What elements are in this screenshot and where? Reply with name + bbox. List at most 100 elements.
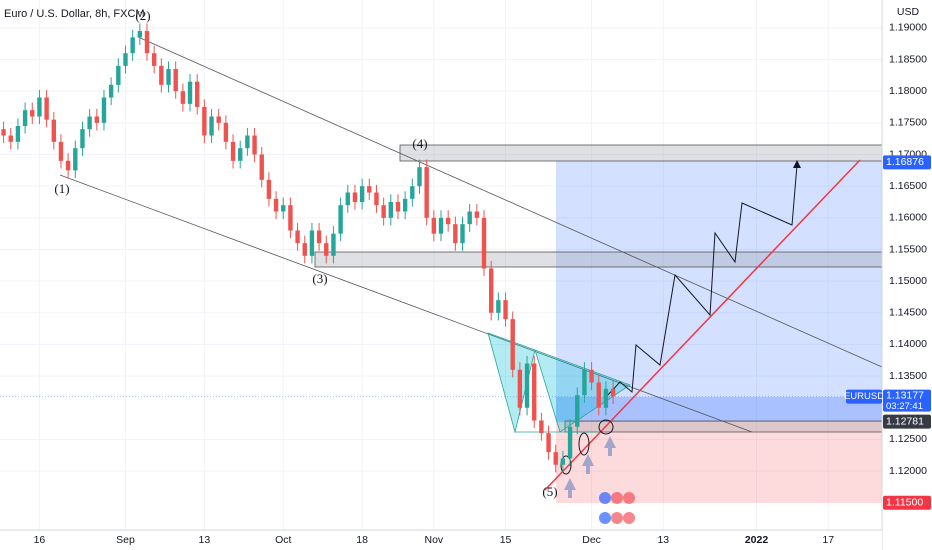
candle-body [560, 458, 566, 465]
current-price-bg [883, 389, 931, 412]
drawings [59, 36, 883, 524]
y-tick-label: 1.18000 [889, 85, 927, 97]
candle-body [316, 230, 322, 244]
candle-body [87, 116, 92, 130]
candle-body [15, 126, 21, 142]
candle-body [94, 116, 100, 123]
candle-body [180, 91, 186, 104]
candle-body [575, 395, 580, 427]
candle-body [295, 230, 300, 244]
candle-body [488, 268, 494, 313]
candle-body [44, 97, 49, 120]
arrow-up [582, 454, 594, 474]
arrow-head [793, 160, 801, 168]
open-profit-zone [556, 397, 882, 422]
candle-body [553, 452, 558, 465]
annotation: (5) [542, 484, 557, 499]
candle-body [266, 179, 272, 199]
annotation: (2) [135, 8, 150, 23]
candle-body [51, 119, 56, 142]
x-tick-label: 2022 [745, 534, 769, 546]
y-tick-label: 1.16500 [889, 180, 927, 192]
annotation: (4) [412, 136, 427, 151]
candle-body [151, 53, 157, 66]
candle-body [524, 363, 530, 408]
candle-body [453, 224, 458, 244]
candle-body [73, 148, 78, 171]
x-tick-label: 17 [822, 534, 834, 546]
x-tick-label: 13 [199, 534, 211, 546]
target-zone [556, 161, 882, 422]
chart-title: Euro / U.S. Dollar, 8h, FXCM [4, 8, 145, 20]
time-axis-panel [0, 530, 882, 550]
candle-body [30, 110, 35, 117]
candle-body [496, 300, 501, 313]
annotation: (3) [312, 271, 327, 286]
candle-body [503, 300, 508, 320]
candle-body [252, 135, 257, 155]
candle-body [309, 230, 315, 256]
candle-body [273, 198, 279, 212]
y-tick-label: 1.14500 [889, 307, 927, 319]
price-axis-panel [882, 0, 932, 550]
candle-body [445, 217, 451, 225]
x-tick-label: Nov [424, 534, 443, 546]
price-label-bg [883, 414, 931, 429]
candle-body [22, 110, 28, 127]
candle-body [546, 433, 551, 453]
candle-body [352, 192, 358, 202]
price-label-bg [883, 155, 931, 170]
candle-body [596, 382, 601, 408]
highlight-ellipse [598, 419, 614, 435]
annotation: (1) [54, 181, 69, 196]
x-tick-label: 18 [356, 534, 368, 546]
price-label-bg [883, 495, 931, 510]
stop-zone [556, 422, 882, 503]
x-tick-label: 16 [34, 534, 46, 546]
candle-body [101, 97, 107, 123]
candle-body [281, 205, 286, 212]
candle-body [374, 192, 379, 206]
candle-body [402, 198, 408, 212]
candle-body [438, 217, 444, 234]
candle-body [510, 319, 515, 370]
candle-body [166, 69, 171, 85]
candle-body [8, 135, 13, 142]
candle-body [582, 369, 587, 396]
candle-body [216, 116, 221, 123]
x-tick-label: Oct [275, 534, 291, 546]
candle-body [431, 217, 437, 234]
candle-body [80, 129, 85, 149]
candle-body [460, 224, 465, 244]
candle-body [123, 53, 128, 66]
candle-body [173, 69, 178, 92]
channel-line [59, 174, 753, 433]
resistance-box [314, 251, 883, 268]
candle-body [144, 31, 150, 54]
candle-body [467, 211, 472, 225]
candle-body [589, 369, 594, 383]
y-tick-label: 1.15500 [889, 243, 927, 255]
candle-body [517, 369, 523, 408]
y-tick-label: 1.18500 [889, 53, 927, 65]
candle-body [381, 205, 386, 218]
candle-body [137, 31, 143, 38]
candle-body [1, 129, 6, 136]
candle-body [302, 243, 307, 256]
y-tick-label: 1.16000 [889, 212, 927, 224]
candle-body [37, 97, 42, 117]
candle-body [108, 84, 114, 98]
y-tick-label: 1.13500 [889, 370, 927, 382]
candle-body [324, 243, 329, 256]
candle-body [65, 160, 71, 171]
x-tick-label: Dec [582, 534, 601, 546]
price-label: 1.12781 [886, 415, 924, 427]
candle-body [209, 116, 214, 136]
candle-body [424, 167, 429, 218]
candle-body [410, 186, 415, 199]
candle-body [238, 148, 243, 161]
x-tick-label: Sep [116, 534, 135, 546]
x-tick-label: 13 [657, 534, 669, 546]
candle-body [603, 388, 609, 408]
candle-body [567, 426, 573, 459]
